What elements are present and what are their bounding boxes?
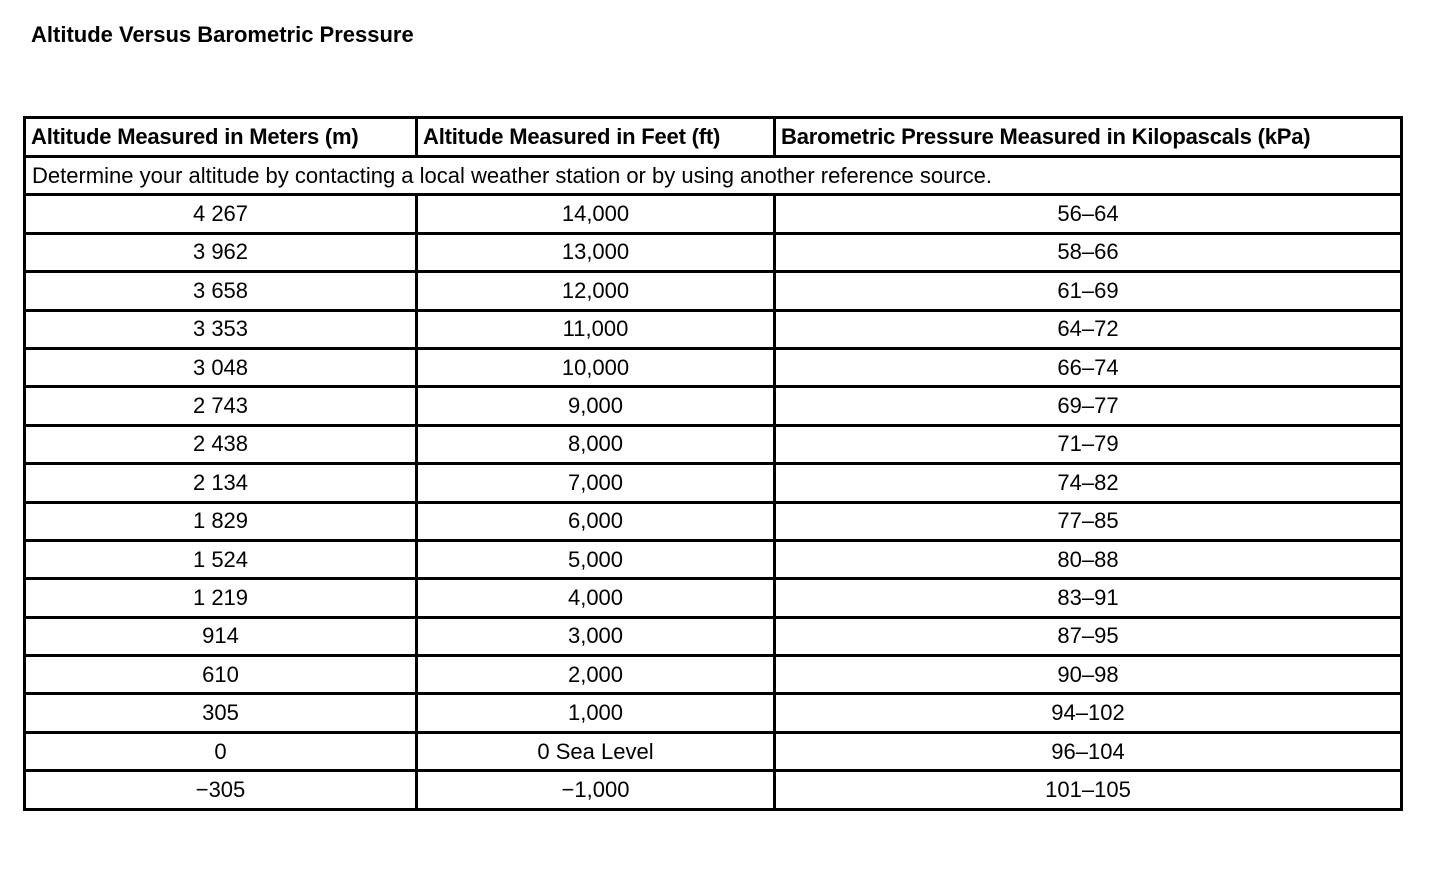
page-title: Altitude Versus Barometric Pressure: [31, 22, 414, 47]
table-row: 3 658 12,000 61–69: [23, 270, 1403, 312]
header-pressure: Barometric Pressure Measured in Kilopasc…: [773, 116, 1403, 158]
table-row: 2 134 7,000 74–82: [23, 462, 1403, 504]
cell-meters: 1 829: [23, 500, 418, 542]
cell-meters: 0: [23, 730, 418, 773]
table-row: 1 829 6,000 77–85: [23, 500, 1403, 542]
cell-feet: 6,000: [415, 500, 776, 542]
cell-pressure: 69–77: [773, 385, 1403, 427]
cell-feet: 4,000: [415, 577, 776, 619]
cell-meters: 3 962: [23, 231, 418, 274]
cell-pressure: 94–102: [773, 692, 1403, 734]
table-row: 3 962 13,000 58–66: [23, 231, 1403, 274]
table-row: 610 2,000 90–98: [23, 654, 1403, 696]
cell-pressure: 96–104: [773, 730, 1403, 773]
table-row: 305 1,000 94–102: [23, 692, 1403, 734]
cell-pressure: 90–98: [773, 654, 1403, 696]
table-row: 2 438 8,000 71–79: [23, 423, 1403, 466]
header-meters: Altitude Measured in Meters (m): [23, 116, 418, 158]
cell-feet: −1,000: [415, 769, 776, 811]
cell-meters: 4 267: [23, 193, 418, 235]
cell-meters: 1 524: [23, 538, 418, 581]
header-row: Altitude Measured in Meters (m) Altitude…: [23, 116, 1403, 158]
note-row: Determine your altitude by contacting a …: [23, 154, 1403, 197]
cell-meters: 1 219: [23, 577, 418, 619]
cell-meters: 610: [23, 654, 418, 696]
cell-meters: 3 353: [23, 308, 418, 350]
cell-pressure: 61–69: [773, 270, 1403, 312]
cell-pressure: 101–105: [773, 769, 1403, 811]
cell-pressure: 77–85: [773, 500, 1403, 542]
cell-meters: 2 743: [23, 385, 418, 427]
table-row: −305 −1,000 101–105: [23, 769, 1403, 811]
cell-meters: 305: [23, 692, 418, 734]
cell-feet: 2,000: [415, 654, 776, 696]
cell-feet: 5,000: [415, 538, 776, 581]
cell-feet: 12,000: [415, 270, 776, 312]
cell-feet: 1,000: [415, 692, 776, 734]
table-row: 914 3,000 87–95: [23, 615, 1403, 658]
cell-feet: 3,000: [415, 615, 776, 658]
cell-meters: −305: [23, 769, 418, 811]
cell-meters: 2 134: [23, 462, 418, 504]
cell-feet: 14,000: [415, 193, 776, 235]
cell-feet: 9,000: [415, 385, 776, 427]
cell-pressure: 83–91: [773, 577, 1403, 619]
cell-meters: 3 048: [23, 346, 418, 389]
table-row: 4 267 14,000 56–64: [23, 193, 1403, 235]
table-row: 1 524 5,000 80–88: [23, 538, 1403, 581]
cell-meters: 3 658: [23, 270, 418, 312]
table-row: 3 353 11,000 64–72: [23, 308, 1403, 350]
cell-feet: 0 Sea Level: [415, 730, 776, 773]
table-row: 3 048 10,000 66–74: [23, 346, 1403, 389]
cell-pressure: 66–74: [773, 346, 1403, 389]
cell-pressure: 74–82: [773, 462, 1403, 504]
cell-pressure: 56–64: [773, 193, 1403, 235]
header-feet: Altitude Measured in Feet (ft): [415, 116, 776, 158]
cell-feet: 11,000: [415, 308, 776, 350]
cell-feet: 7,000: [415, 462, 776, 504]
cell-pressure: 58–66: [773, 231, 1403, 274]
cell-feet: 10,000: [415, 346, 776, 389]
altitude-pressure-table: Altitude Measured in Meters (m) Altitude…: [23, 116, 1403, 811]
cell-pressure: 64–72: [773, 308, 1403, 350]
cell-pressure: 80–88: [773, 538, 1403, 581]
cell-pressure: 87–95: [773, 615, 1403, 658]
table-row: 2 743 9,000 69–77: [23, 385, 1403, 427]
cell-feet: 8,000: [415, 423, 776, 466]
cell-meters: 914: [23, 615, 418, 658]
cell-meters: 2 438: [23, 423, 418, 466]
note-text: Determine your altitude by contacting a …: [23, 154, 1403, 197]
table-row: 1 219 4,000 83–91: [23, 577, 1403, 619]
cell-pressure: 71–79: [773, 423, 1403, 466]
cell-feet: 13,000: [415, 231, 776, 274]
